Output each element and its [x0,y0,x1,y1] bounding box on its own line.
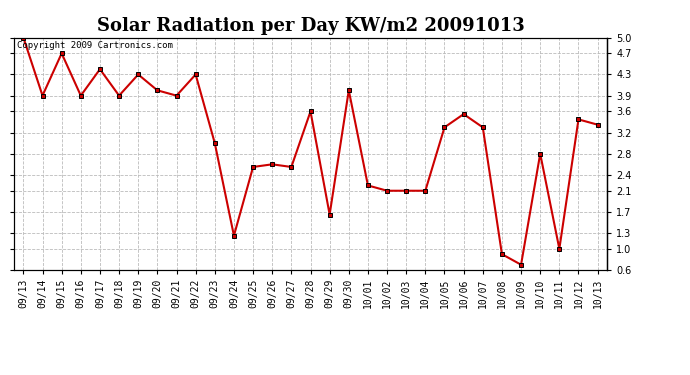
Text: Copyright 2009 Cartronics.com: Copyright 2009 Cartronics.com [17,41,172,50]
Title: Solar Radiation per Day KW/m2 20091013: Solar Radiation per Day KW/m2 20091013 [97,16,524,34]
